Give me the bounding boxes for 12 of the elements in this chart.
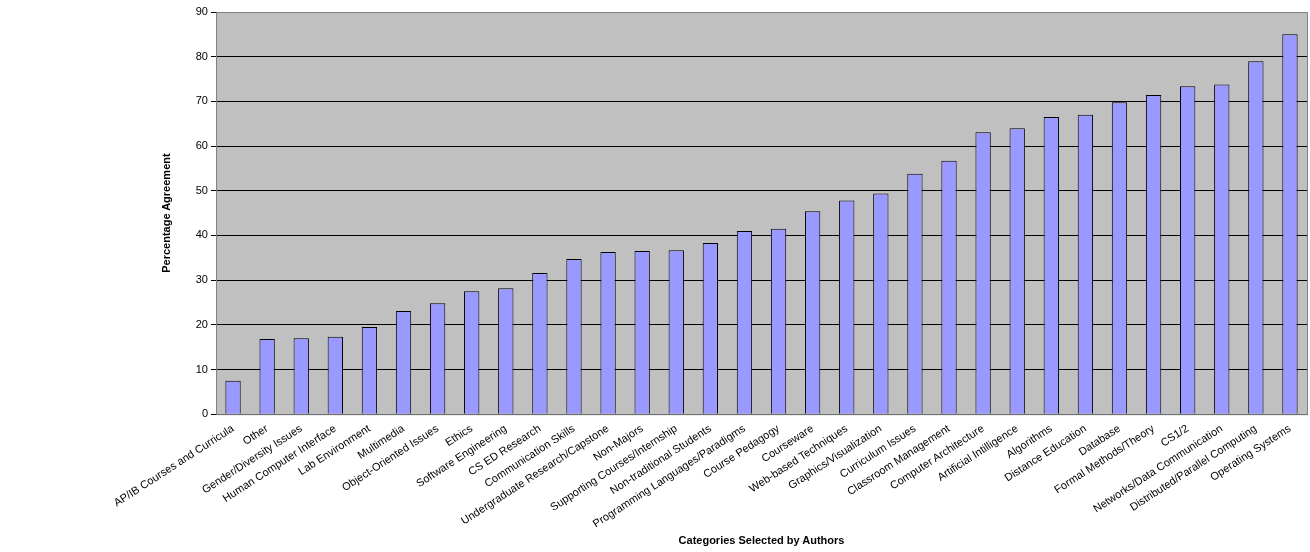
- y-axis-title: Percentage Agreement: [159, 153, 172, 273]
- y-tick-label: 90: [195, 5, 208, 18]
- y-tick-label: 50: [195, 183, 208, 196]
- x-axis-title: Categories Selected by Authors: [678, 534, 845, 547]
- y-tick-label: 60: [195, 139, 208, 152]
- y-tick-label: 70: [195, 94, 208, 107]
- y-tick-label: 0: [201, 407, 208, 420]
- y-tick-label: 20: [195, 317, 208, 330]
- y-tick-label: 10: [195, 362, 208, 375]
- y-tick-label: 80: [195, 49, 208, 62]
- y-tick-label: 40: [195, 228, 208, 241]
- y-tick-label: 30: [195, 273, 208, 286]
